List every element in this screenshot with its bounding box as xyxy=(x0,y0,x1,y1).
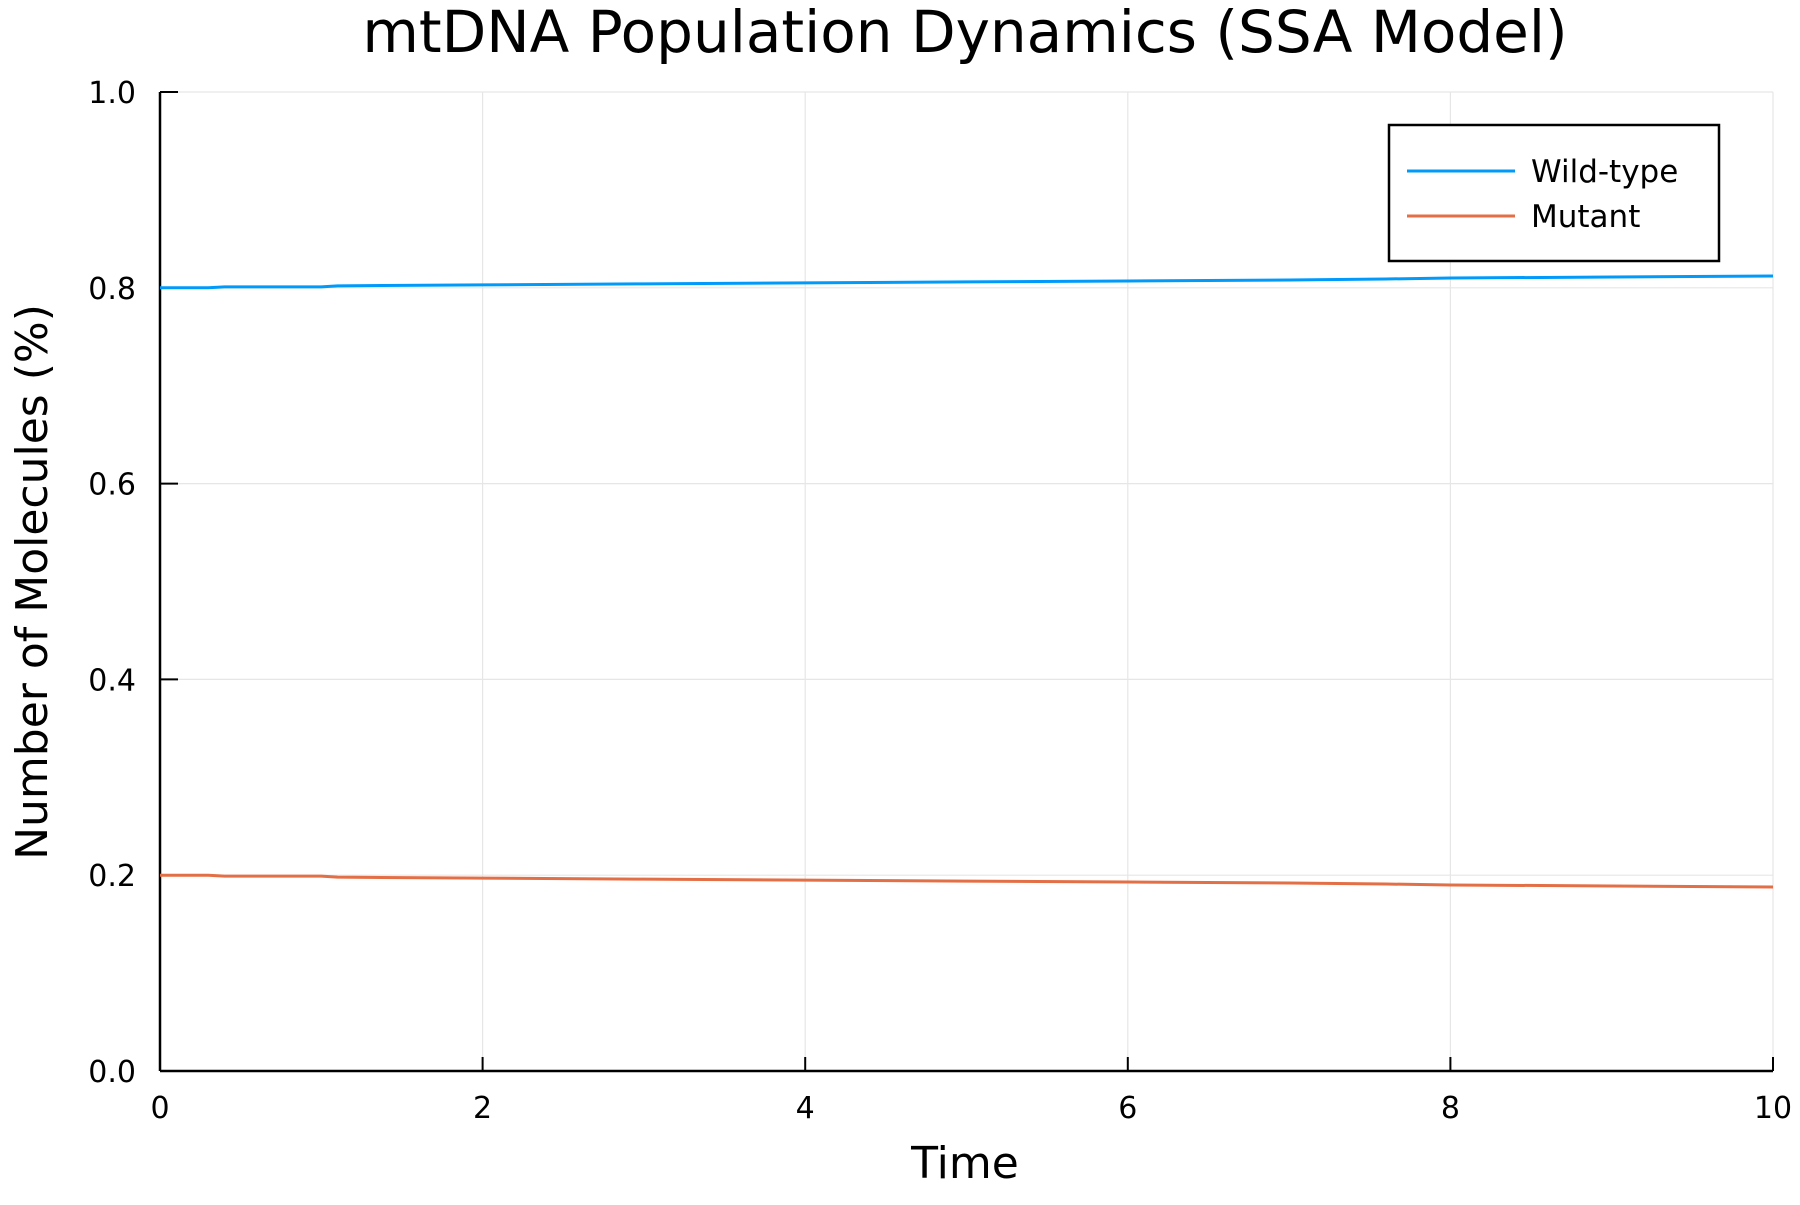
x-tick-label-5: 10 xyxy=(1754,1091,1792,1126)
chart-title: mtDNA Population Dynamics (SSA Model) xyxy=(362,0,1567,66)
x-tick-label-1: 2 xyxy=(473,1091,492,1126)
y-tick-label-0: 0.0 xyxy=(88,1055,136,1090)
legend-box xyxy=(1389,125,1719,261)
x-tick-label-0: 0 xyxy=(150,1091,169,1126)
y-axis-title: Number of Molecules (%) xyxy=(7,304,58,860)
y-tick-label-1: 0.2 xyxy=(88,859,136,894)
legend: Wild-type Mutant xyxy=(1389,125,1719,261)
legend-label-wild-type: Wild-type xyxy=(1531,154,1678,190)
y-tick-label-4: 0.8 xyxy=(88,272,136,307)
y-tick-label-2: 0.4 xyxy=(88,663,136,698)
y-tick-label-5: 1.0 xyxy=(88,76,136,111)
x-axis-title: Time xyxy=(910,1138,1019,1189)
legend-label-mutant: Mutant xyxy=(1531,199,1640,235)
x-tick-label-2: 4 xyxy=(796,1091,815,1126)
x-tick-label-4: 8 xyxy=(1441,1091,1460,1126)
x-tick-label-3: 6 xyxy=(1118,1091,1137,1126)
y-tick-label-3: 0.6 xyxy=(88,468,136,503)
